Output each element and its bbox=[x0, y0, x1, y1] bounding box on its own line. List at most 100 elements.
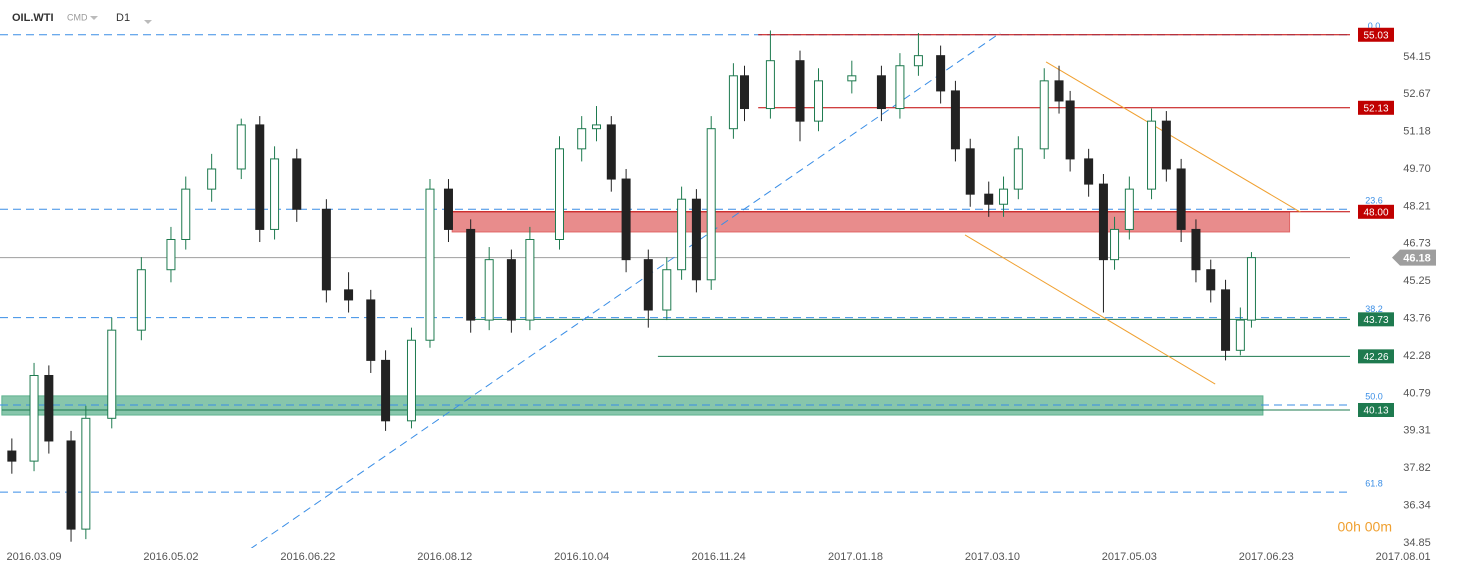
candle-body bbox=[814, 80, 824, 122]
candle-body bbox=[999, 188, 1009, 205]
candle-body bbox=[1098, 183, 1108, 261]
candle-body bbox=[406, 339, 416, 422]
y-tick-label: 43.76 bbox=[1403, 312, 1431, 324]
level-label: 52.13 bbox=[1363, 103, 1388, 114]
candle-body bbox=[255, 124, 265, 230]
x-tick-label: 2017.03.10 bbox=[965, 551, 1020, 563]
level-tag bbox=[1358, 100, 1394, 115]
candle-body bbox=[1084, 158, 1094, 185]
level-tag bbox=[1358, 312, 1394, 327]
candle-body bbox=[577, 128, 587, 150]
candle-body bbox=[136, 269, 146, 331]
y-tick-label: 51.18 bbox=[1403, 126, 1431, 138]
y-tick-label: 42.28 bbox=[1403, 350, 1431, 362]
candle-body bbox=[913, 55, 923, 67]
candle-body bbox=[166, 238, 176, 271]
level-label: 46.18 bbox=[1403, 253, 1431, 265]
x-tick-label: 2017.08.01 bbox=[1376, 551, 1431, 563]
level-label: 48.00 bbox=[1363, 207, 1388, 218]
candle-body bbox=[506, 259, 516, 321]
candle-body bbox=[1235, 319, 1245, 351]
candle-body bbox=[706, 128, 716, 281]
candle-body bbox=[1246, 257, 1256, 321]
candle-body bbox=[1039, 80, 1049, 150]
candle-body bbox=[677, 198, 687, 271]
y-tick-label: 45.25 bbox=[1403, 275, 1431, 287]
candle-body bbox=[1013, 148, 1023, 190]
trend-line bbox=[964, 234, 1216, 385]
candle-body bbox=[1206, 269, 1216, 291]
y-tick-label: 48.21 bbox=[1403, 200, 1431, 212]
x-tick-label: 2016.05.02 bbox=[143, 551, 198, 563]
candle-body bbox=[66, 440, 76, 530]
candle-body bbox=[7, 450, 17, 462]
candle-body bbox=[1221, 289, 1231, 351]
candle-body bbox=[81, 417, 91, 530]
x-tick-label: 2016.06.22 bbox=[280, 551, 335, 563]
candle-body bbox=[1110, 228, 1120, 261]
x-tick-label: 2016.11.24 bbox=[691, 551, 745, 563]
candle-body bbox=[1054, 80, 1064, 102]
candle-body bbox=[321, 208, 331, 291]
candle-body bbox=[466, 228, 476, 321]
y-tick-label: 54.15 bbox=[1403, 51, 1431, 63]
candle-body bbox=[728, 75, 738, 130]
candle-body bbox=[1147, 120, 1157, 190]
candle-body bbox=[606, 124, 616, 180]
level-label: 55.03 bbox=[1363, 30, 1388, 41]
symbol[interactable]: OIL.WTI bbox=[12, 12, 54, 24]
y-tick-label: 40.79 bbox=[1403, 387, 1431, 399]
fib-label: 0.0 bbox=[1368, 21, 1381, 31]
y-tick-label: 52.67 bbox=[1403, 88, 1431, 100]
candle-body bbox=[591, 124, 601, 130]
candle-body bbox=[847, 75, 857, 82]
dropdown-arrow[interactable] bbox=[90, 16, 98, 20]
candle-body bbox=[795, 60, 805, 122]
candle-body bbox=[107, 329, 117, 419]
level-tag bbox=[1358, 27, 1394, 42]
fib-label: 50.0 bbox=[1365, 391, 1383, 401]
candle-body bbox=[691, 198, 701, 281]
candle-body bbox=[1191, 228, 1201, 271]
interval[interactable]: D1 bbox=[116, 12, 130, 24]
fib-label: 61.8 bbox=[1365, 478, 1383, 488]
symbol-group: CMD bbox=[67, 12, 88, 22]
zone bbox=[451, 211, 1291, 233]
candle-body bbox=[1065, 100, 1075, 160]
fib-label: 38.2 bbox=[1365, 304, 1383, 314]
dropdown-arrow[interactable] bbox=[144, 20, 152, 24]
candle-body bbox=[270, 158, 280, 230]
x-tick-label: 2016.10.04 bbox=[554, 551, 609, 563]
y-tick-label: 36.34 bbox=[1403, 499, 1431, 511]
candle-body bbox=[643, 259, 653, 311]
candle-body bbox=[965, 148, 975, 195]
x-tick-label: 2017.05.03 bbox=[1102, 551, 1157, 563]
y-tick-label: 34.85 bbox=[1403, 537, 1431, 549]
candle-body bbox=[1124, 188, 1134, 230]
candle-body bbox=[621, 178, 631, 261]
candle-body bbox=[984, 193, 994, 205]
candle-body bbox=[425, 188, 435, 341]
level-label: 42.26 bbox=[1363, 352, 1388, 363]
x-tick-label: 2017.06.23 bbox=[1239, 551, 1294, 563]
level-tag bbox=[1358, 349, 1394, 364]
candle-body bbox=[525, 238, 535, 321]
y-tick-label: 46.73 bbox=[1403, 238, 1431, 250]
level-label: 40.13 bbox=[1363, 406, 1388, 417]
candle-body bbox=[662, 269, 672, 311]
fib-label: 23.6 bbox=[1365, 196, 1383, 206]
candle-body bbox=[1176, 168, 1186, 230]
candle-body bbox=[207, 168, 217, 190]
candle-body bbox=[44, 374, 54, 442]
candle-body bbox=[950, 90, 960, 150]
trend-line bbox=[250, 32, 1001, 548]
level-tag bbox=[1358, 402, 1394, 417]
y-tick-label: 39.31 bbox=[1403, 425, 1431, 437]
trend-line bbox=[1045, 61, 1301, 213]
x-tick-label: 2016.08.12 bbox=[417, 551, 472, 563]
candle-body bbox=[366, 299, 376, 361]
candle-body bbox=[936, 55, 946, 92]
x-tick-label: 2017.01.18 bbox=[828, 551, 883, 563]
level-tag bbox=[1358, 204, 1394, 219]
